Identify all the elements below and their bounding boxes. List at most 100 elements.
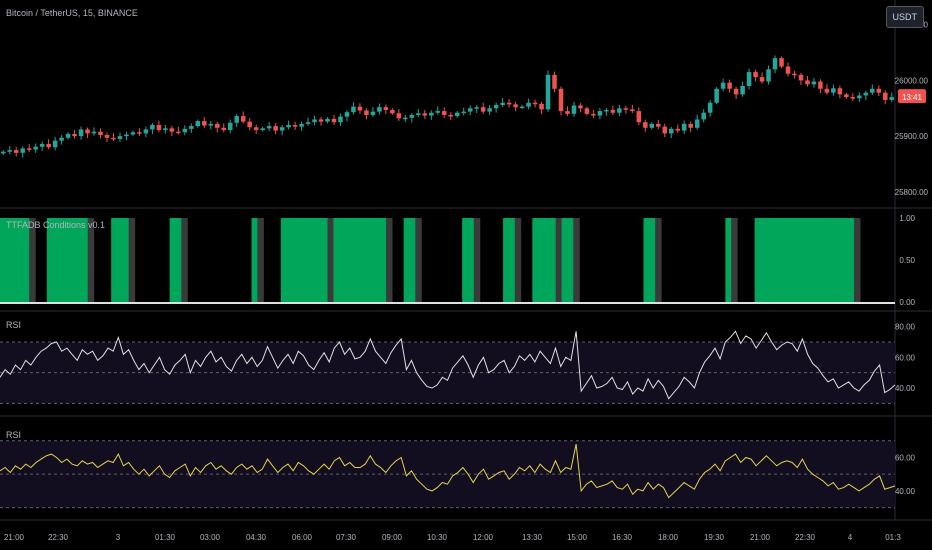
candle-body: [733, 88, 739, 95]
condition-bar: [350, 218, 358, 302]
candle-body: [500, 102, 505, 105]
candle-body: [643, 122, 648, 128]
candle-body: [202, 121, 207, 126]
condition-bar: [561, 218, 569, 302]
candle-body: [630, 109, 635, 112]
condition-bar: [368, 218, 375, 302]
candle-body: [124, 134, 129, 137]
condition-bar: [175, 218, 182, 302]
candle-body: [811, 81, 817, 85]
price-tick-label: 25900.00: [895, 132, 929, 141]
x-tick-label: 07:30: [336, 533, 357, 542]
candle-body: [416, 113, 421, 115]
candle-body: [487, 108, 492, 112]
rsi1-legend[interactable]: RSI: [6, 320, 22, 330]
candle-body: [292, 125, 298, 127]
condition-bar: [58, 218, 65, 302]
price-tick-label: 25800.00: [895, 188, 929, 197]
candle-body: [13, 150, 19, 153]
candle-body: [65, 133, 71, 138]
candle-body: [824, 88, 830, 93]
candle-body: [863, 92, 869, 96]
conditions-tick-label: 0.50: [899, 256, 915, 265]
condition-bar: [789, 218, 797, 302]
candle-body: [837, 88, 843, 95]
candle-body: [0, 151, 6, 154]
x-tick-label: 01:30: [155, 533, 176, 542]
x-tick-label: 06:00: [292, 533, 313, 542]
condition-bar: [508, 218, 516, 302]
rsi-line: [0, 443, 896, 499]
candle-body: [364, 110, 369, 115]
condition-bar: [339, 218, 346, 302]
condition-bar: [356, 218, 364, 302]
candle-body: [78, 129, 84, 137]
candle-body: [545, 74, 551, 110]
candle-body: [260, 128, 265, 131]
candle-body: [883, 92, 888, 100]
candle-body: [176, 131, 181, 134]
candle-body: [441, 111, 447, 115]
candle-body: [539, 103, 544, 110]
candle-body: [448, 114, 454, 117]
x-tick-label: 22:30: [795, 533, 816, 542]
condition-bar: [725, 218, 732, 302]
condition-bar: [549, 218, 557, 302]
candle-body: [130, 132, 136, 135]
condition-bar: [128, 218, 136, 302]
candle-body: [195, 121, 201, 127]
currency-button[interactable]: USDT: [885, 6, 924, 28]
candle-body: [150, 125, 155, 130]
candle-body: [104, 135, 110, 138]
candle-body: [526, 102, 531, 107]
x-tick-label: 3: [116, 533, 121, 542]
x-tick-label: 22:30: [48, 533, 69, 542]
condition-bar: [409, 218, 416, 302]
candle-body: [850, 97, 856, 99]
candle-body: [688, 123, 693, 128]
candle-body: [610, 109, 616, 113]
candle-body: [779, 58, 784, 67]
candle-body: [383, 107, 389, 110]
candle-body: [493, 104, 499, 109]
candle-body: [480, 107, 486, 112]
symbol-title[interactable]: Bitcoin / TetherUS, 15, BINANCE: [6, 8, 138, 18]
condition-bar: [807, 218, 814, 302]
candle-body: [344, 112, 350, 117]
candle-body: [454, 112, 460, 117]
condition-bar: [70, 218, 77, 302]
candle-body: [72, 133, 77, 137]
candle-body: [552, 74, 557, 89]
condition-bar: [386, 218, 393, 302]
x-tick-label: 09:00: [382, 533, 403, 542]
candle-body: [772, 58, 778, 70]
condition-bar: [315, 218, 323, 302]
candle-body: [805, 80, 810, 85]
condition-bar: [473, 218, 481, 302]
condition-bar: [116, 218, 124, 302]
candle-body: [396, 113, 402, 119]
candle-body: [727, 82, 732, 89]
candle-body: [876, 88, 882, 93]
condition-bar: [824, 218, 832, 302]
rsi2-legend[interactable]: RSI: [6, 430, 22, 440]
condition-bar: [345, 218, 352, 302]
candle-body: [169, 128, 175, 132]
candle-body: [20, 148, 25, 153]
candle-body: [331, 118, 337, 123]
candle-body: [189, 126, 194, 129]
conditions-legend[interactable]: TTFADB Conditions v0.1: [6, 220, 106, 230]
x-tick-label: 13:30: [522, 533, 543, 542]
candle-body: [163, 128, 168, 131]
x-tick-label: 16:30: [612, 533, 633, 542]
x-tick-label: 21:00: [750, 533, 771, 542]
condition-bar: [532, 218, 539, 302]
x-tick-label: 10:30: [427, 533, 448, 542]
condition-bar: [298, 218, 305, 302]
condition-bar: [813, 218, 820, 302]
condition-bar: [181, 218, 188, 302]
rsi-tick-label: 80.00: [895, 323, 916, 332]
candle-body: [85, 129, 90, 134]
last-price-badge: 13:41: [902, 93, 923, 102]
candle-body: [746, 72, 752, 86]
